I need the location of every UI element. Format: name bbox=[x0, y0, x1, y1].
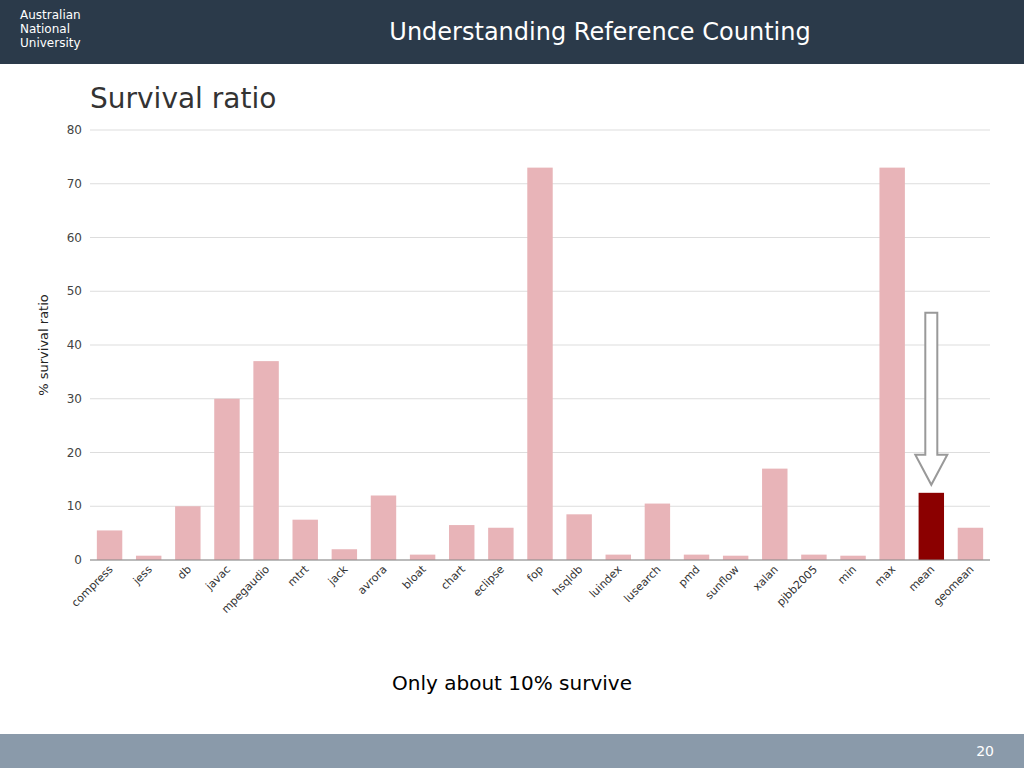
bar bbox=[175, 506, 200, 560]
x-tick-label: min bbox=[835, 563, 859, 587]
x-tick-label: mean bbox=[906, 563, 937, 594]
bar bbox=[371, 496, 396, 561]
bar bbox=[919, 493, 944, 560]
y-axis-label: % survival ratio bbox=[36, 294, 51, 396]
bar bbox=[332, 549, 357, 560]
x-tick-label: mpegaudio bbox=[219, 563, 272, 616]
y-tick-label: 70 bbox=[67, 177, 82, 191]
x-tick-label: javac bbox=[203, 563, 233, 593]
bar bbox=[410, 555, 435, 560]
subtitle: Only about 10% survive bbox=[392, 671, 632, 695]
x-tick-label: bloat bbox=[400, 562, 429, 591]
x-tick-label: avrora bbox=[355, 563, 389, 597]
x-tick-label: db bbox=[175, 563, 194, 582]
bar bbox=[762, 469, 787, 560]
logo-line: National bbox=[20, 22, 70, 36]
logo-line: University bbox=[20, 36, 81, 50]
y-tick-label: 0 bbox=[74, 553, 82, 567]
y-tick-label: 30 bbox=[67, 392, 82, 406]
header-bar bbox=[0, 0, 1024, 64]
bar bbox=[214, 399, 239, 560]
x-tick-label: pmd bbox=[676, 563, 703, 590]
bar bbox=[253, 361, 278, 560]
logo-text: AustralianNationalUniversity bbox=[20, 8, 81, 50]
x-tick-label: fop bbox=[524, 563, 546, 585]
x-tick-label: sunflow bbox=[703, 563, 742, 602]
y-tick-label: 40 bbox=[67, 338, 82, 352]
bars bbox=[97, 168, 983, 560]
x-tick-label: pjbb2005 bbox=[774, 563, 820, 609]
bar bbox=[566, 514, 591, 560]
x-axis-line bbox=[90, 560, 990, 561]
bar bbox=[293, 520, 318, 560]
y-tick-label: 50 bbox=[67, 284, 82, 298]
x-tick-label: luindex bbox=[587, 563, 625, 601]
bar bbox=[449, 525, 474, 560]
x-tick-label: lusearch bbox=[621, 563, 663, 605]
logo-line: Australian bbox=[20, 8, 81, 22]
bar bbox=[958, 528, 983, 560]
x-tick-label: mtrt bbox=[285, 562, 312, 589]
y-tick-label: 10 bbox=[67, 499, 82, 513]
grid-line bbox=[90, 130, 990, 131]
x-tick-label: jack bbox=[325, 562, 351, 588]
bar bbox=[879, 168, 904, 560]
bar bbox=[684, 555, 709, 560]
slide-title: Understanding Reference Counting bbox=[389, 18, 810, 46]
x-tick-label: chart bbox=[438, 562, 468, 592]
bar bbox=[527, 168, 552, 560]
footer-bar bbox=[0, 734, 1024, 768]
bar bbox=[645, 504, 670, 560]
grid-line bbox=[90, 560, 990, 561]
bar bbox=[136, 556, 161, 560]
chart-title: Survival ratio bbox=[90, 82, 276, 115]
x-tick-label: hsqldb bbox=[550, 563, 585, 598]
bar bbox=[606, 555, 631, 560]
slide: AustralianNationalUniversity Understandin… bbox=[0, 0, 1024, 768]
y-tick-label: 80 bbox=[67, 123, 82, 137]
x-tick-label: jess bbox=[130, 563, 155, 588]
arrow bbox=[915, 313, 947, 485]
bar bbox=[97, 530, 122, 560]
y-tick-label: 20 bbox=[67, 446, 82, 460]
x-tick-label: compress bbox=[69, 563, 116, 610]
x-tick-label: eclipse bbox=[471, 563, 508, 600]
x-tick-label: max bbox=[872, 563, 898, 589]
bar bbox=[488, 528, 513, 560]
bar bbox=[840, 556, 865, 560]
x-tick-label: geomean bbox=[931, 563, 977, 609]
y-tick-label: 60 bbox=[67, 231, 82, 245]
bar bbox=[801, 555, 826, 560]
x-tick-label: xalan bbox=[750, 563, 780, 593]
bar bbox=[723, 556, 748, 560]
page-number: 20 bbox=[976, 743, 994, 759]
